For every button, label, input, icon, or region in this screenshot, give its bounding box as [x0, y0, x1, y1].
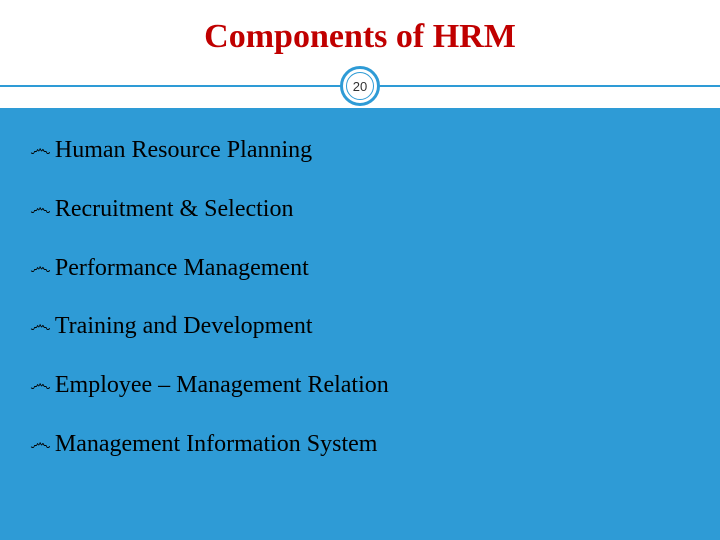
bullet-icon: ෴: [30, 254, 51, 280]
bullet-text: Performance Management: [55, 254, 309, 283]
bullet-text: Recruitment & Selection: [55, 195, 294, 224]
list-item: ෴ Management Information System: [30, 430, 690, 459]
list-item: ෴ Training and Development: [30, 312, 690, 341]
bullet-icon: ෴: [30, 312, 51, 338]
slide-content: ෴ Human Resource Planning ෴ Recruitment …: [0, 108, 720, 540]
list-item: ෴ Recruitment & Selection: [30, 195, 690, 224]
bullet-icon: ෴: [30, 195, 51, 221]
slide-container: Components of HRM 20 ෴ Human Resource Pl…: [0, 0, 720, 540]
divider-container: 20: [0, 64, 720, 108]
list-item: ෴ Human Resource Planning: [30, 136, 690, 165]
bullet-icon: ෴: [30, 430, 51, 456]
bullet-text: Employee – Management Relation: [55, 371, 389, 400]
list-item: ෴ Employee – Management Relation: [30, 371, 690, 400]
bullet-icon: ෴: [30, 136, 51, 162]
bullet-icon: ෴: [30, 371, 51, 397]
slide-number: 20: [346, 72, 374, 100]
bullet-text: Human Resource Planning: [55, 136, 312, 165]
bullet-text: Training and Development: [55, 312, 313, 341]
slide-title: Components of HRM: [0, 18, 720, 56]
slide-number-badge: 20: [340, 66, 380, 106]
list-item: ෴ Performance Management: [30, 254, 690, 283]
bullet-text: Management Information System: [55, 430, 378, 459]
slide-header: Components of HRM: [0, 0, 720, 64]
